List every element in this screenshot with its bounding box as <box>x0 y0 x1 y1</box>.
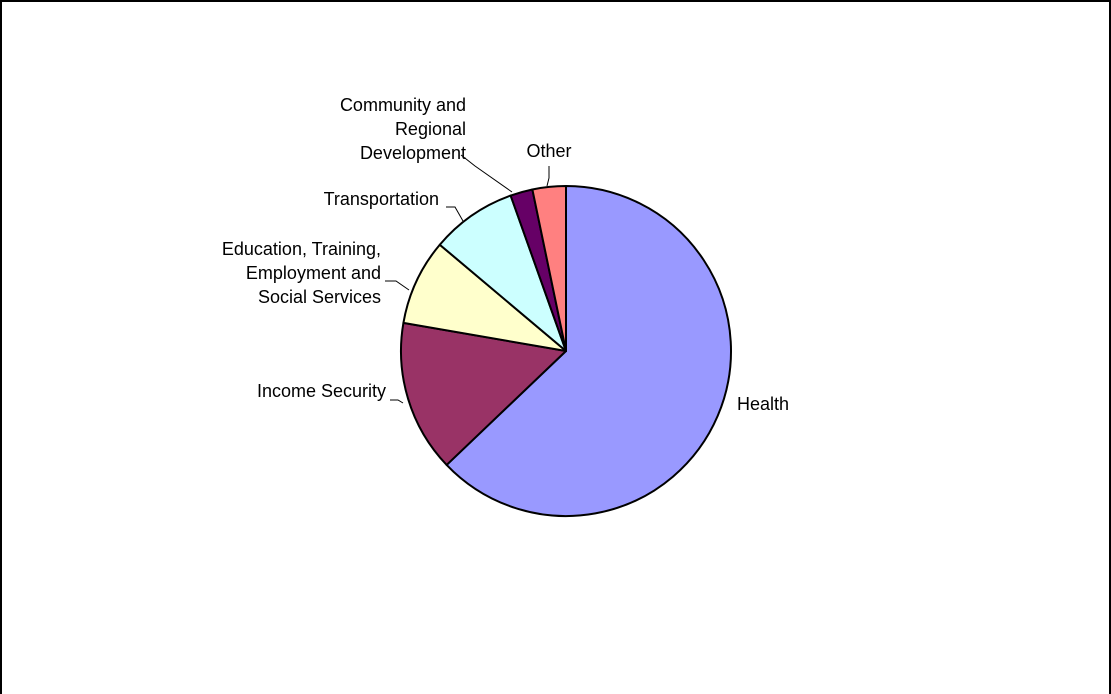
slice-label-line: Community and <box>340 95 466 115</box>
slice-label-line: Other <box>526 141 571 161</box>
pie-slice-other <box>531 184 567 352</box>
slice-label-line: Income Security <box>257 381 386 401</box>
pie-slice-transportation <box>438 194 567 352</box>
slice-label-health: Health <box>737 394 789 414</box>
slice-label-line: Development <box>360 143 466 163</box>
slice-label-line: Regional <box>395 119 466 139</box>
slice-label-line: Employment and <box>246 263 381 283</box>
leader-line-education-training-employment-and-social-services <box>385 280 410 291</box>
slice-label-community-and-regional-development: Community and Regional Development <box>340 95 466 163</box>
slice-label-line: Social Services <box>258 287 381 307</box>
slice-labels: Health Income Security Education, Training… <box>222 95 789 414</box>
leader-line-transportation <box>446 206 464 222</box>
pie-slices <box>400 184 732 517</box>
slice-label-line: Education, Training, <box>222 239 381 259</box>
slice-label-other: Other <box>526 141 571 161</box>
slice-label-line: Transportation <box>324 189 439 209</box>
slice-label-line: Health <box>737 394 789 414</box>
leader-line-community-and-regional-development <box>460 154 513 193</box>
pie-slice-education-training-employment-and-social-services <box>402 243 567 352</box>
leader-line-other <box>546 166 550 187</box>
slice-label-transportation: Transportation <box>324 189 439 209</box>
pie-slice-health <box>445 185 732 517</box>
pie-slice-income-security <box>400 321 567 466</box>
slice-label-income-security: Income Security <box>257 381 386 401</box>
leader-lines <box>385 154 550 404</box>
slice-label-education-training-employment-and-social-services: Education, Training, Employment and Social… <box>222 239 381 307</box>
leader-line-income-security <box>390 399 404 404</box>
